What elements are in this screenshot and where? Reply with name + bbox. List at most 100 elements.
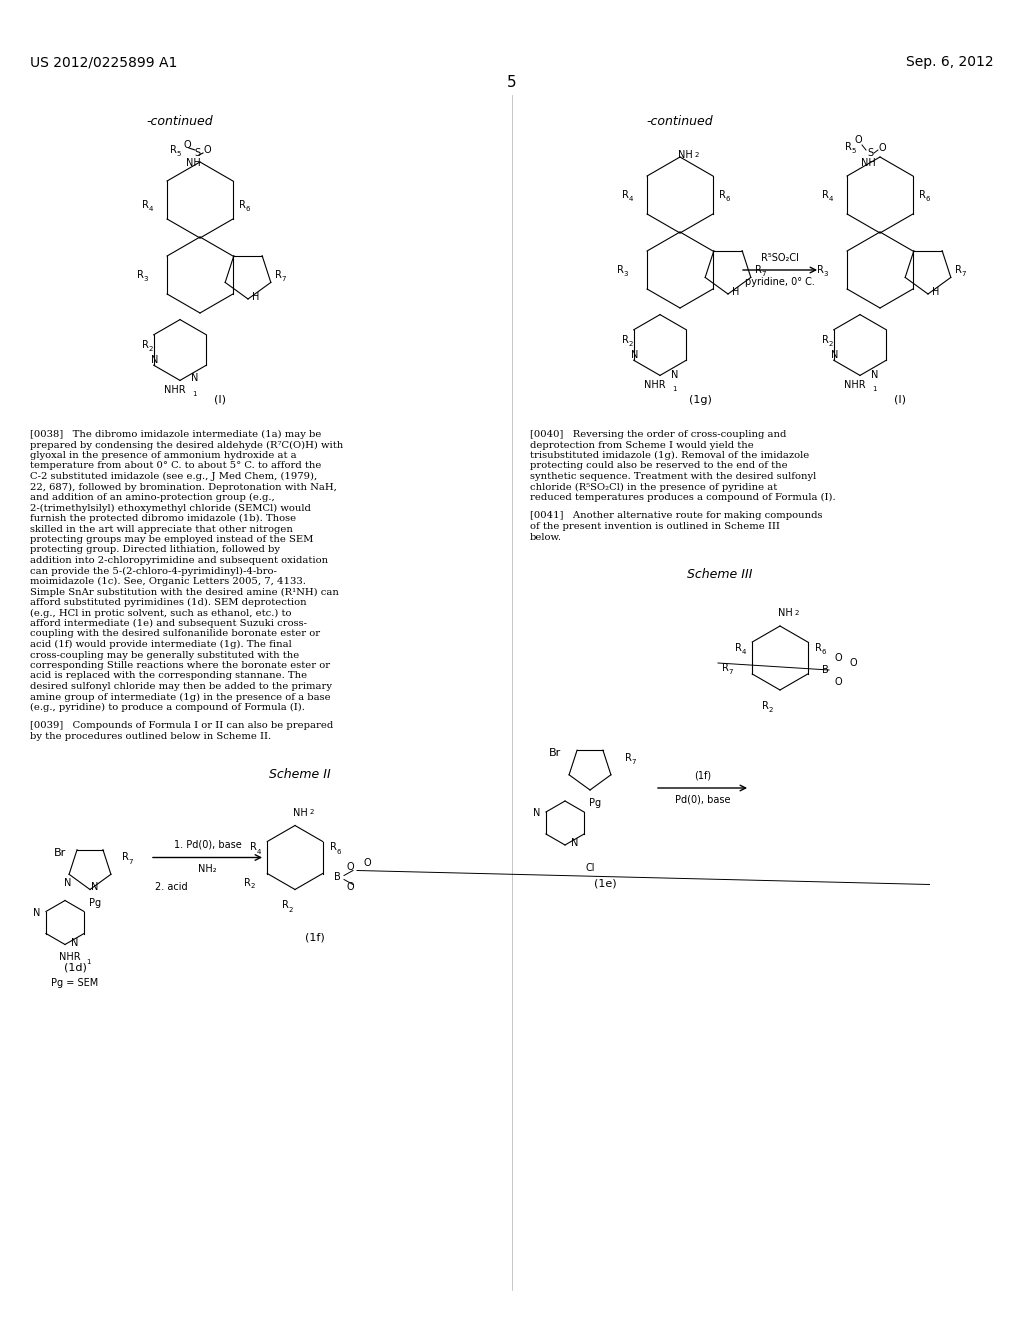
Text: B: B xyxy=(334,873,340,883)
Text: afford intermediate (1e) and subsequent Suzuki cross-: afford intermediate (1e) and subsequent … xyxy=(30,619,307,628)
Text: moimidazole (1c). See, Organic Letters 2005, 7, 4133.: moimidazole (1c). See, Organic Letters 2… xyxy=(30,577,306,586)
Text: R: R xyxy=(762,701,768,711)
Text: (e.g., pyridine) to produce a compound of Formula (I).: (e.g., pyridine) to produce a compound o… xyxy=(30,704,305,711)
Text: N: N xyxy=(152,355,159,366)
Text: 5: 5 xyxy=(852,148,856,154)
Text: 5: 5 xyxy=(507,75,517,90)
Text: 2: 2 xyxy=(148,346,154,352)
Text: by the procedures outlined below in Scheme II.: by the procedures outlined below in Sche… xyxy=(30,733,271,741)
Text: 5: 5 xyxy=(177,150,181,157)
Text: R: R xyxy=(954,265,962,275)
Text: glyoxal in the presence of ammonium hydroxide at a: glyoxal in the presence of ammonium hydr… xyxy=(30,451,297,459)
Text: Pd(0), base: Pd(0), base xyxy=(675,795,730,805)
Text: Simple SnAr substitution with the desired amine (R¹NH) can: Simple SnAr substitution with the desire… xyxy=(30,587,339,597)
Text: O: O xyxy=(364,858,371,867)
Text: O: O xyxy=(854,135,862,145)
Text: 3: 3 xyxy=(823,271,828,277)
Text: acid is replaced with the corresponding stannane. The: acid is replaced with the corresponding … xyxy=(30,672,307,681)
Text: N: N xyxy=(65,878,72,887)
Text: N: N xyxy=(831,350,839,360)
Text: 2. acid: 2. acid xyxy=(155,883,187,892)
Text: R: R xyxy=(622,190,629,201)
Text: (I): (I) xyxy=(894,395,906,405)
Text: 4: 4 xyxy=(148,206,154,213)
Text: NH: NH xyxy=(678,150,692,160)
Text: R: R xyxy=(919,190,926,201)
Text: Scheme III: Scheme III xyxy=(687,568,753,581)
Text: N: N xyxy=(571,838,579,847)
Text: 2: 2 xyxy=(828,341,834,347)
Text: R: R xyxy=(136,271,143,280)
Text: R: R xyxy=(821,335,828,345)
Text: O: O xyxy=(346,883,354,892)
Text: N: N xyxy=(34,908,41,917)
Text: R: R xyxy=(616,265,624,275)
Text: R: R xyxy=(170,145,176,154)
Text: C-2 substituted imidazole (see e.g., J Med Chem, (1979),: C-2 substituted imidazole (see e.g., J M… xyxy=(30,473,317,480)
Text: -continued: -continued xyxy=(647,115,714,128)
Text: N: N xyxy=(632,350,639,360)
Text: 2: 2 xyxy=(310,809,314,816)
Text: S: S xyxy=(867,148,873,158)
Text: R⁵SO₂Cl: R⁵SO₂Cl xyxy=(761,253,799,263)
Text: (I): (I) xyxy=(214,395,226,405)
Text: 4: 4 xyxy=(741,649,746,655)
Text: (1d): (1d) xyxy=(63,962,86,973)
Text: 7: 7 xyxy=(962,271,967,277)
Text: 2: 2 xyxy=(289,907,293,912)
Text: R: R xyxy=(122,853,128,862)
Text: R: R xyxy=(821,190,828,201)
Text: N: N xyxy=(534,808,541,818)
Text: Br: Br xyxy=(54,847,67,858)
Text: N: N xyxy=(191,374,199,383)
Text: H: H xyxy=(732,286,739,297)
Text: R: R xyxy=(274,271,282,280)
Text: (1g): (1g) xyxy=(688,395,712,405)
Text: Cl: Cl xyxy=(586,863,595,873)
Text: 6: 6 xyxy=(926,195,930,202)
Text: (1f): (1f) xyxy=(694,771,711,781)
Text: R: R xyxy=(719,190,725,201)
Text: 4: 4 xyxy=(828,195,834,202)
Text: O: O xyxy=(203,145,211,154)
Text: N: N xyxy=(91,883,98,892)
Text: 22, 687), followed by bromination. Deprotonation with NaH,: 22, 687), followed by bromination. Depro… xyxy=(30,483,337,491)
Text: afford substituted pyrimidines (1d). SEM deprotection: afford substituted pyrimidines (1d). SEM… xyxy=(30,598,306,607)
Text: (1f): (1f) xyxy=(305,932,325,942)
Text: amine group of intermediate (1g) in the presence of a base: amine group of intermediate (1g) in the … xyxy=(30,693,331,702)
Text: 2: 2 xyxy=(795,610,799,616)
Text: of the present invention is outlined in Scheme III: of the present invention is outlined in … xyxy=(530,521,780,531)
Text: 6: 6 xyxy=(246,206,250,213)
Text: Pg: Pg xyxy=(89,898,101,908)
Text: NH₂: NH₂ xyxy=(199,865,217,874)
Text: R: R xyxy=(141,201,148,210)
Text: R: R xyxy=(722,663,728,673)
Text: (e.g., HCl in protic solvent, such as ethanol, etc.) to: (e.g., HCl in protic solvent, such as et… xyxy=(30,609,292,618)
Text: 3: 3 xyxy=(624,271,629,277)
Text: NH: NH xyxy=(185,158,201,168)
Text: synthetic sequence. Treatment with the desired sulfonyl: synthetic sequence. Treatment with the d… xyxy=(530,473,816,480)
Text: [0038]   The dibromo imidazole intermediate (1a) may be: [0038] The dibromo imidazole intermediat… xyxy=(30,430,322,440)
Text: 7: 7 xyxy=(632,759,636,766)
Text: Pg: Pg xyxy=(589,799,601,808)
Text: addition into 2-chloropyrimidine and subsequent oxidation: addition into 2-chloropyrimidine and sub… xyxy=(30,556,328,565)
Text: R: R xyxy=(816,265,823,275)
Text: 1: 1 xyxy=(191,391,197,397)
Text: protecting could also be reserved to the end of the: protecting could also be reserved to the… xyxy=(530,462,787,470)
Text: 7: 7 xyxy=(762,271,766,277)
Text: R: R xyxy=(622,335,629,345)
Text: R: R xyxy=(625,752,632,763)
Text: R: R xyxy=(250,842,256,853)
Text: 1: 1 xyxy=(871,385,877,392)
Text: H: H xyxy=(932,286,940,297)
Text: H: H xyxy=(252,292,260,302)
Text: corresponding Stille reactions where the boronate ester or: corresponding Stille reactions where the… xyxy=(30,661,330,671)
Text: R: R xyxy=(734,643,741,653)
Text: R: R xyxy=(239,201,246,210)
Text: 6: 6 xyxy=(821,649,826,655)
Text: coupling with the desired sulfonanilide boronate ester or: coupling with the desired sulfonanilide … xyxy=(30,630,321,639)
Text: 1: 1 xyxy=(86,958,90,965)
Text: [0040]   Reversing the order of cross-coupling and: [0040] Reversing the order of cross-coup… xyxy=(530,430,786,440)
Text: reduced temperatures produces a compound of Formula (I).: reduced temperatures produces a compound… xyxy=(530,492,836,502)
Text: O: O xyxy=(849,657,857,668)
